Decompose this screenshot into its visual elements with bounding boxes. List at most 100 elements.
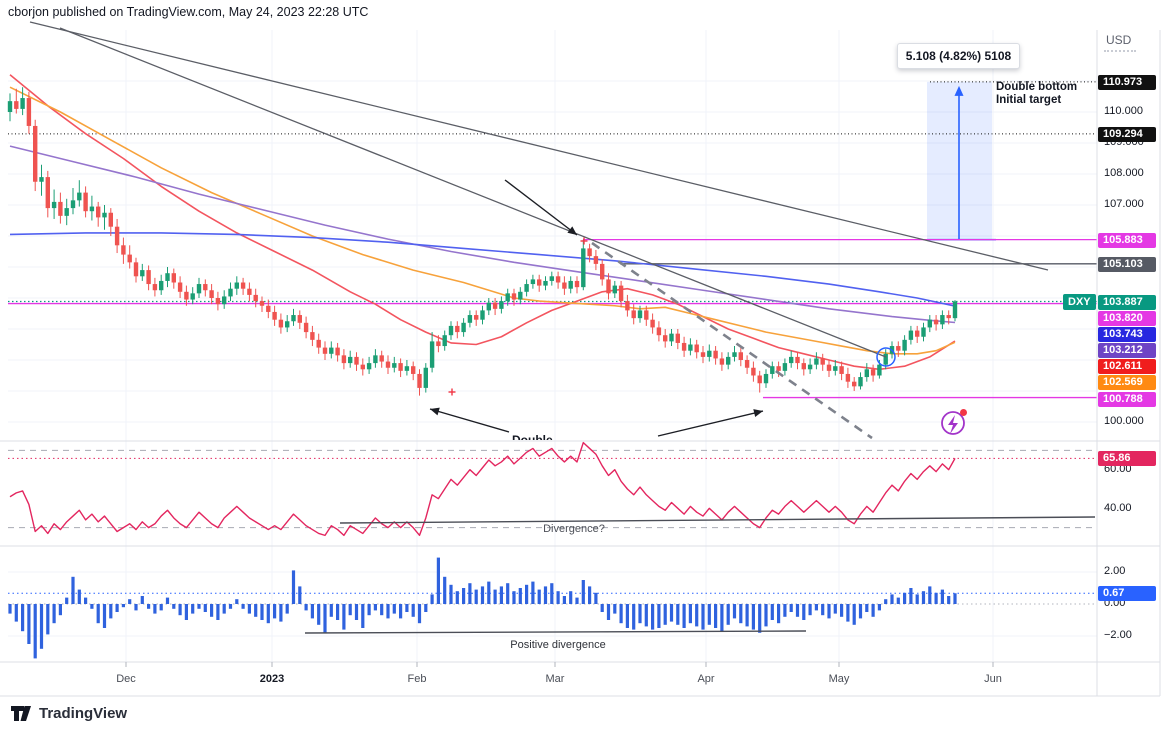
hist-bar bbox=[613, 604, 617, 614]
month-label-Mar[interactable]: Mar bbox=[545, 673, 565, 685]
candle-body bbox=[933, 319, 939, 325]
target-annotation[interactable]: Double bottom Initial target bbox=[996, 81, 1077, 107]
candle-body bbox=[14, 101, 19, 109]
price-label-0.67[interactable]: 0.67 bbox=[1098, 585, 1156, 601]
price-label-105.883[interactable]: 105.883 bbox=[1098, 232, 1156, 248]
month-label-Feb[interactable]: Feb bbox=[407, 673, 427, 685]
hist-bar bbox=[569, 591, 573, 604]
price-label-102.611[interactable]: 102.611 bbox=[1098, 358, 1156, 374]
ma-line-MA200[interactable] bbox=[9, 232, 956, 307]
month-label-Jun[interactable]: Jun bbox=[984, 673, 1002, 685]
trendline-2[interactable] bbox=[59, 27, 887, 358]
candle-body bbox=[681, 342, 687, 351]
candle-body bbox=[215, 298, 221, 305]
month-label-May[interactable]: May bbox=[828, 673, 850, 685]
month-label-Dec[interactable]: Dec bbox=[116, 673, 136, 685]
candle-body bbox=[127, 254, 132, 263]
hist-bar bbox=[726, 604, 730, 625]
candle-body bbox=[618, 285, 624, 302]
axis-tick-label[interactable]: 110.000 bbox=[1104, 105, 1143, 117]
hist-bar bbox=[833, 604, 837, 614]
symbol-tag[interactable]: DXY bbox=[1063, 294, 1096, 310]
positive-divergence-annotation[interactable]: Positive divergence bbox=[510, 639, 606, 651]
hist-bar bbox=[128, 599, 132, 604]
candle-body bbox=[442, 335, 447, 347]
divergence-annotation[interactable]: Divergence? bbox=[543, 523, 605, 535]
axis-tick-label[interactable]: 2.00 bbox=[1104, 565, 1126, 577]
candle-body bbox=[45, 177, 50, 209]
price-label-103.212[interactable]: 103.212 bbox=[1098, 342, 1156, 358]
hist-bar bbox=[921, 591, 926, 604]
candle-body bbox=[171, 273, 176, 283]
candle-body bbox=[234, 282, 239, 289]
candle-body bbox=[921, 327, 926, 337]
candle-body bbox=[946, 315, 951, 319]
month-label-Apr[interactable]: Apr bbox=[697, 673, 715, 685]
hist-bar bbox=[537, 589, 541, 604]
axis-tick-label[interactable]: −2.00 bbox=[1104, 629, 1132, 641]
candle-body bbox=[637, 310, 643, 319]
price-label-105.103[interactable]: 105.103 bbox=[1098, 256, 1156, 272]
hist-bar bbox=[947, 596, 951, 604]
hist-bar bbox=[84, 597, 88, 604]
price-label-65.86[interactable]: 65.86 bbox=[1098, 450, 1156, 466]
tradingview-logo-text: TradingView bbox=[39, 704, 128, 722]
candle-body bbox=[222, 296, 227, 305]
hist-bar bbox=[808, 604, 812, 616]
candle-body bbox=[7, 101, 13, 112]
candle-body bbox=[341, 355, 347, 364]
price-label-102.569[interactable]: 102.569 bbox=[1098, 374, 1156, 390]
candle-body bbox=[600, 263, 605, 280]
price-label-109.294[interactable]: 109.294 bbox=[1098, 126, 1156, 142]
hist-bar bbox=[77, 589, 81, 604]
hist-bar bbox=[285, 604, 289, 614]
trendline-1[interactable] bbox=[29, 21, 1049, 271]
dashed-trendline[interactable] bbox=[591, 241, 873, 440]
peak-arrow[interactable] bbox=[504, 179, 578, 236]
month-label-2023[interactable]: 2023 bbox=[259, 673, 285, 685]
rsi-line[interactable] bbox=[9, 441, 956, 537]
hist-bar bbox=[449, 584, 453, 604]
measure-tooltip[interactable]: 5.108 (4.82%) 5108 bbox=[897, 43, 1020, 69]
hist-divergence-line[interactable] bbox=[304, 630, 807, 634]
candle-body bbox=[77, 192, 82, 201]
axis-tick-label[interactable]: 60.00 bbox=[1104, 463, 1132, 475]
price-label-110.973[interactable]: 110.973 bbox=[1098, 74, 1156, 90]
axis-tick-label[interactable]: 108.000 bbox=[1104, 167, 1144, 179]
price-label-103.887[interactable]: 103.887 bbox=[1098, 294, 1156, 310]
axis-tick-label[interactable]: 107.000 bbox=[1104, 198, 1144, 210]
hist-bar bbox=[915, 594, 919, 604]
rsi-divergence-line[interactable] bbox=[339, 516, 1096, 524]
axis-tick-label[interactable]: 100.000 bbox=[1104, 415, 1144, 427]
axis-tick-label[interactable]: 40.00 bbox=[1104, 502, 1132, 514]
price-label-100.788[interactable]: 100.788 bbox=[1098, 391, 1156, 407]
hist-bar bbox=[39, 604, 44, 649]
price-label-103.743[interactable]: 103.743 bbox=[1098, 326, 1156, 342]
hist-bar bbox=[688, 604, 692, 624]
candle-body bbox=[411, 366, 416, 374]
candle-body bbox=[656, 327, 662, 336]
bottom-arrow-1[interactable] bbox=[429, 408, 510, 433]
candle-body bbox=[436, 341, 441, 347]
ma-line-MA100[interactable] bbox=[9, 145, 956, 324]
ma-line-MA50[interactable] bbox=[9, 86, 956, 355]
hist-bar bbox=[254, 604, 258, 617]
hist-bar bbox=[291, 570, 296, 604]
price-scale[interactable]: 110.000 109.000 108.000 107.000 100.000 60.00… bbox=[1098, 0, 1160, 731]
price-label-103.820[interactable]: 103.820 bbox=[1098, 310, 1156, 326]
hist-bar bbox=[71, 576, 75, 604]
currency-label[interactable]: USD bbox=[1106, 33, 1132, 47]
candle-body bbox=[694, 344, 699, 353]
hist-bar bbox=[455, 591, 459, 604]
candle-body bbox=[310, 332, 315, 340]
tradingview-footer[interactable]: TradingView bbox=[10, 702, 127, 724]
bottom-arrow-2[interactable] bbox=[657, 410, 764, 437]
double-bottom-label-clipped[interactable]: Double bottom bbox=[512, 432, 586, 440]
candle-body bbox=[366, 363, 372, 370]
lightning-icon bbox=[948, 415, 958, 434]
hist-bar bbox=[739, 604, 743, 624]
breakout-circle-marker[interactable] bbox=[876, 347, 896, 367]
hist-bar bbox=[172, 604, 176, 609]
